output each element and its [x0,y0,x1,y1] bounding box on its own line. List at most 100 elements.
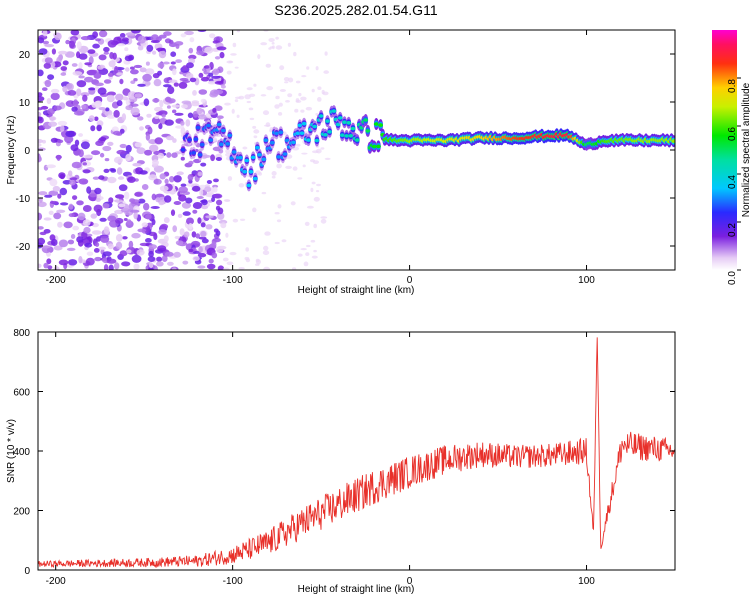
noise-blob [181,104,188,109]
ridge-cell [376,144,381,149]
noise-blob [163,217,170,224]
noise-blob [210,154,216,162]
noise-blob [62,180,72,185]
noise-blob [306,205,314,209]
noise-blob [317,97,322,102]
ridge-cell [295,131,301,136]
noise-blob [57,221,63,228]
ridge-cell [208,138,214,142]
noise-blob [188,47,194,54]
noise-blob [130,80,136,84]
ridge-cell [344,134,349,138]
noise-blob [252,125,257,129]
noise-blob [148,244,157,250]
noise-blob [123,218,128,221]
noise-blob [175,240,184,246]
noise-blob [126,249,132,254]
noise-blob [224,102,231,106]
ridge-cell [363,118,369,122]
ridge-cell [238,155,243,160]
noise-blob [57,120,68,126]
noise-blob [263,266,270,270]
noise-blob [297,177,303,180]
noise-blob [95,242,100,248]
noise-blob [306,66,310,70]
noise-blob [65,39,70,45]
noise-blob [276,163,282,169]
noise-blob [271,175,276,179]
noise-blob [172,68,177,76]
noise-blob [159,99,164,108]
noise-blob [179,228,185,236]
noise-blob [106,114,116,119]
noise-blob [226,60,234,64]
ridge-cell [242,169,248,174]
noise-blob [182,260,189,265]
noise-blob [132,162,142,167]
noise-blob [65,130,75,138]
noise-blob [301,75,307,78]
noise-blob [196,50,205,56]
ridge-cell [301,121,307,126]
noise-blob [150,206,160,209]
noise-blob [115,234,123,242]
snr-x-label: Height of straight line (km) [298,584,415,595]
noise-blob [213,193,223,199]
noise-blob [225,232,229,238]
snr-panel: -200 -100 0 100 0 200 400 600 800 Height of stra… [6,328,676,595]
noise-blob [121,37,129,42]
noise-blob [157,62,165,69]
noise-blob [76,88,82,97]
noise-blob [158,229,167,235]
noise-blob [157,152,165,159]
noise-blob [295,143,301,147]
noise-blob [322,91,329,96]
noise-blob [83,226,91,234]
noise-blob [203,65,210,69]
noise-blob [49,178,58,187]
noise-blob [44,44,55,48]
noise-blob [158,34,167,39]
noise-blob [78,133,83,137]
noise-blob [125,67,130,72]
noise-blob [162,61,170,65]
noise-blob [104,158,110,162]
noise-blob [108,60,116,68]
noise-blob [46,164,56,169]
noise-blob [116,167,123,175]
noise-blob [149,144,159,153]
noise-blob [227,176,233,181]
noise-blob [128,240,134,249]
noise-blob [78,149,84,158]
noise-blob [183,231,190,238]
noise-blob [38,237,46,245]
noise-blob [154,137,164,145]
noise-blob [191,101,200,107]
ridge-cell [244,158,250,163]
noise-blob [124,47,129,52]
noise-blob [211,75,221,79]
ridge-cell [318,114,324,118]
noise-blob [116,149,126,155]
noise-blob [38,37,45,44]
noise-blob [82,219,91,227]
noise-blob [107,243,114,250]
ridge-cell [354,138,360,142]
y-tick-label: 0 [24,146,30,157]
noise-blob [141,184,149,190]
ridge-cell [227,133,233,138]
noise-blob [94,256,102,262]
noise-blob [71,63,78,67]
noise-blob [151,218,156,226]
noise-blob [156,256,163,262]
noise-blob [244,256,250,261]
noise-blob [217,265,224,270]
noise-blob [38,107,44,111]
noise-blob [146,44,154,52]
ridge-cell [255,145,260,150]
noise-blob [68,213,75,218]
ridge-cell [278,130,284,135]
noise-blob [284,81,289,84]
noise-blob [131,254,142,263]
noise-blob [105,107,110,112]
